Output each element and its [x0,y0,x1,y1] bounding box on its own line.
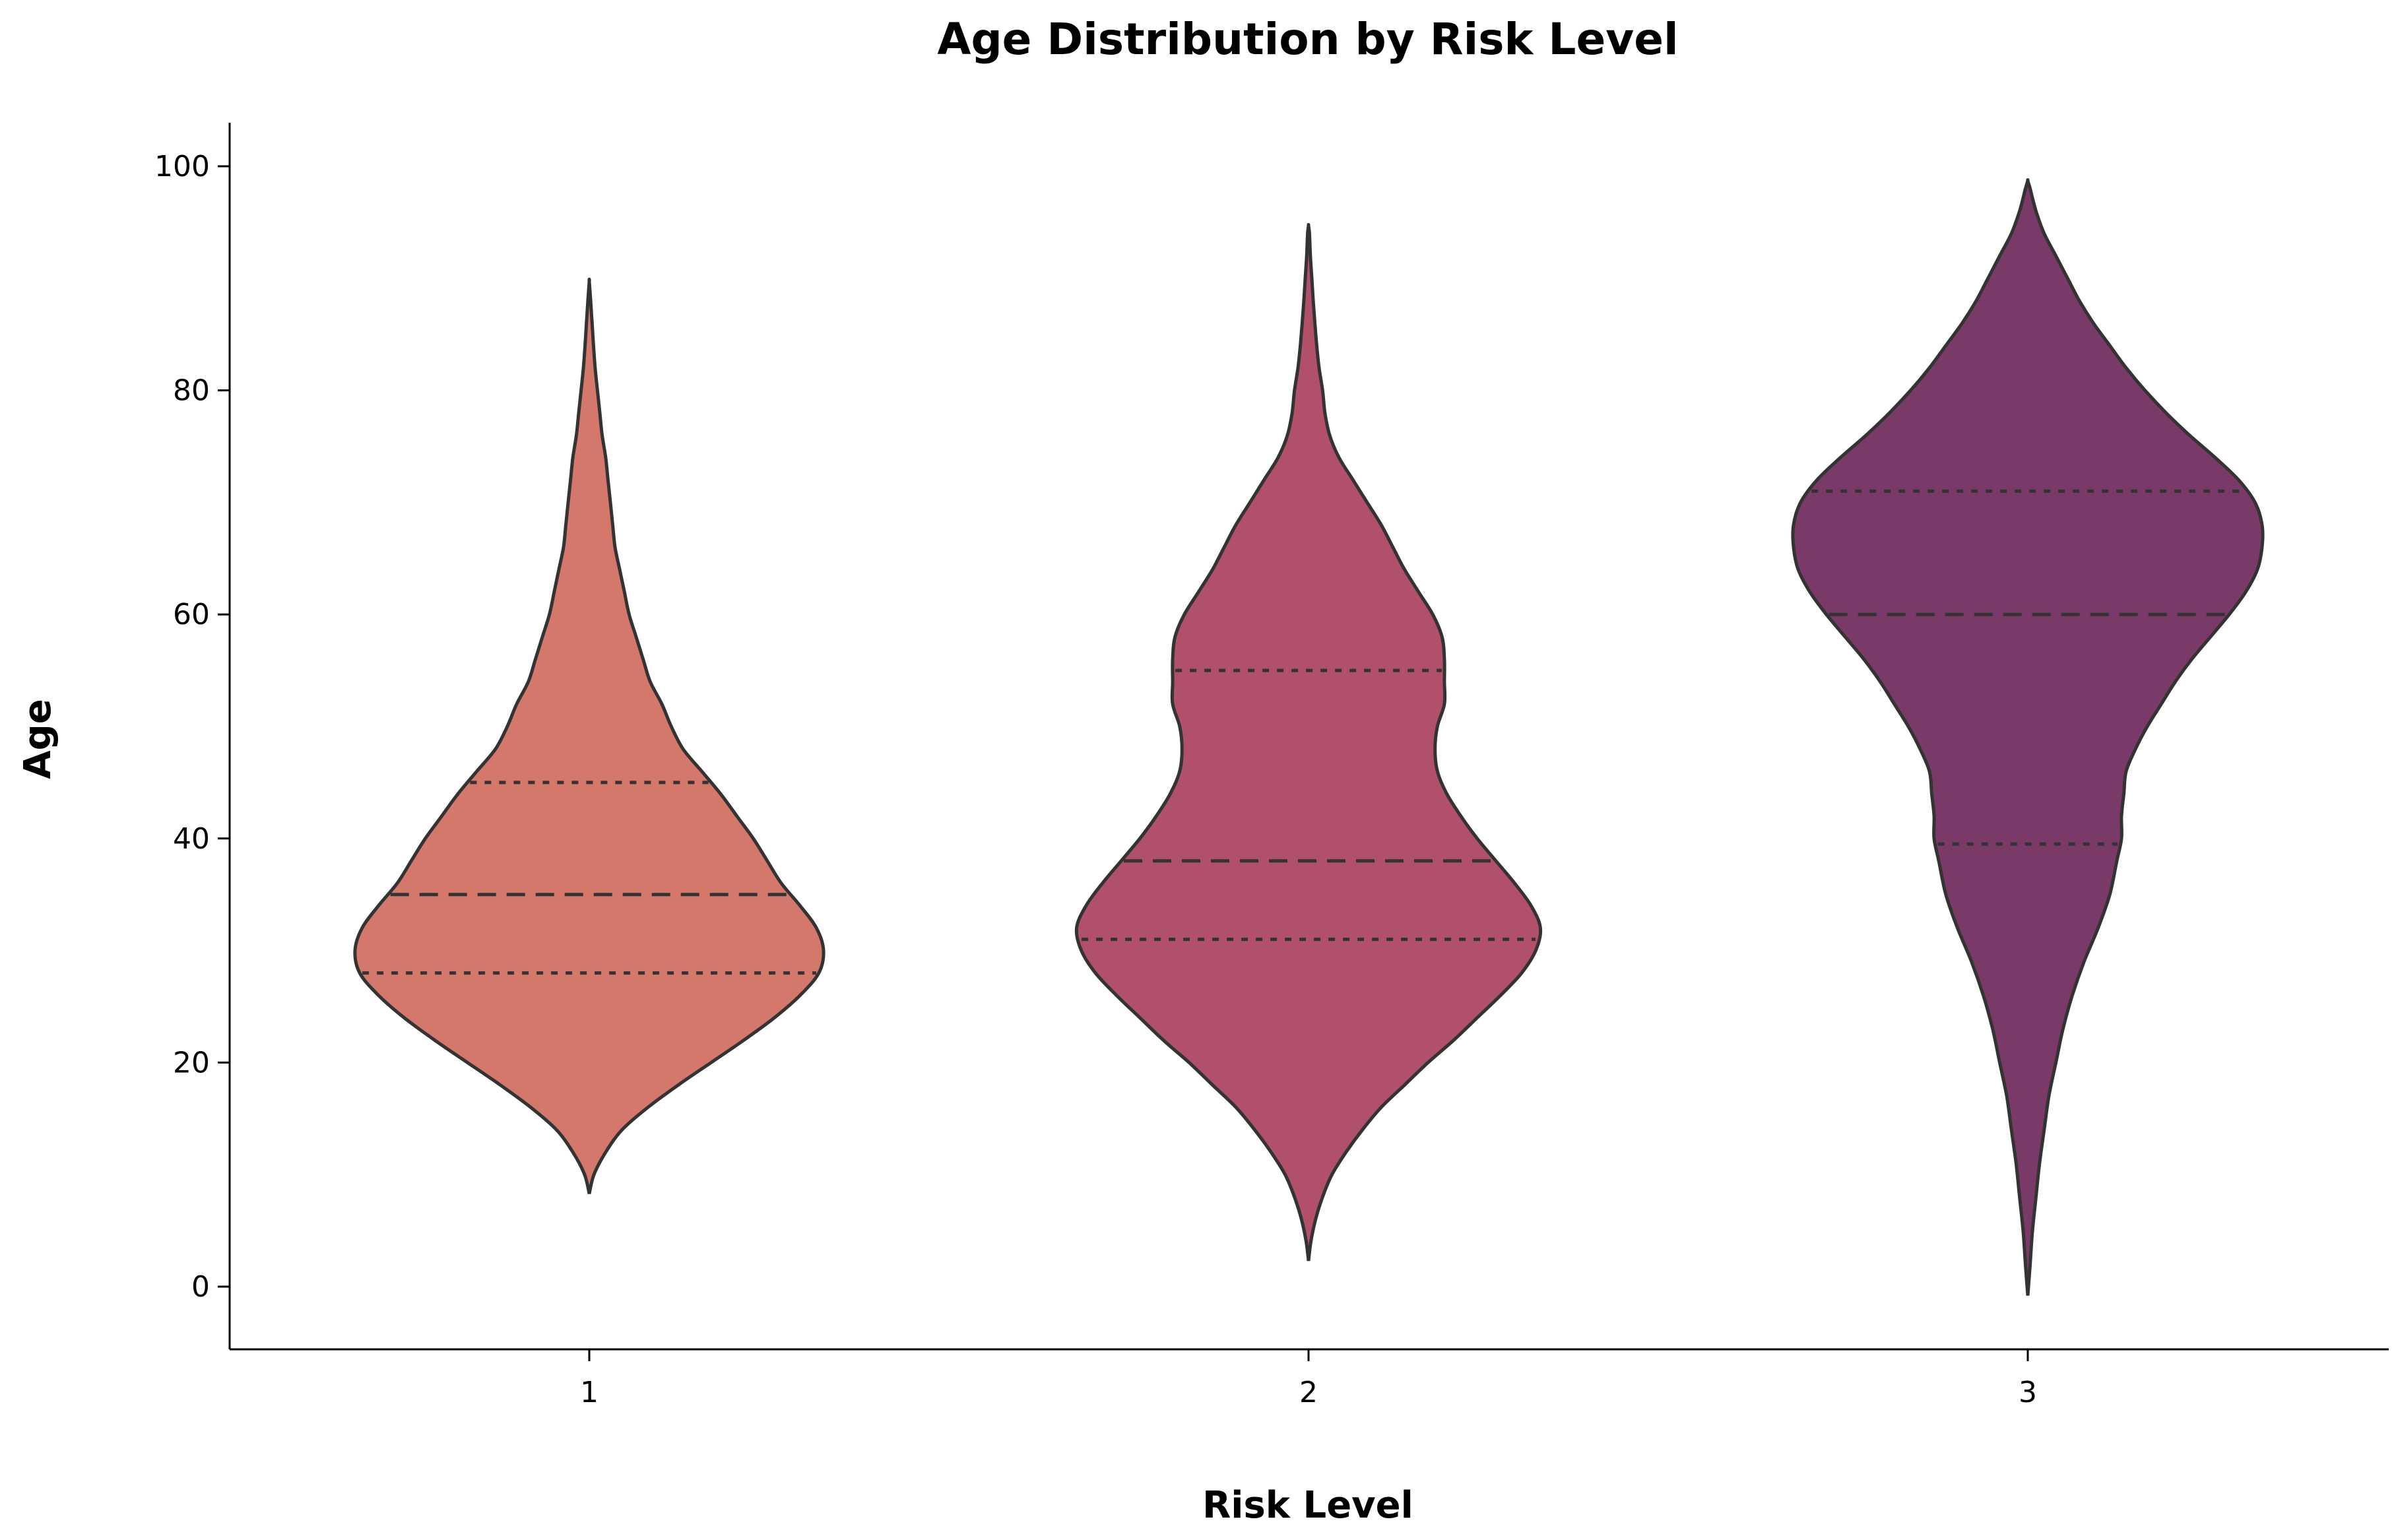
violin-1 [353,277,826,1194]
violin-body-2 [1074,223,1543,1262]
y-tick-label: 20 [173,1046,210,1079]
y-tick-label: 0 [191,1270,210,1304]
x-tick-label: 3 [2019,1376,2037,1409]
x-axis-label: Risk Level [1202,1484,1413,1527]
y-tick-label: 40 [173,822,210,856]
axes: 0 20 40 60 80 100 1 2 3 [154,123,2389,1409]
violin-2 [1074,223,1543,1262]
violin-group [353,178,2265,1296]
y-axis-label: Age [16,699,59,779]
chart-title: Age Distribution by Risk Level [937,14,1678,65]
violin-body-1 [353,277,826,1194]
y-tick-label: 100 [154,150,210,183]
y-tick-label: 60 [173,598,210,631]
violin-3 [1791,178,2265,1296]
x-tick-label: 1 [580,1376,599,1409]
x-tick-label: 2 [1299,1376,1318,1409]
violin-body-3 [1791,178,2265,1296]
y-tick-label: 80 [173,374,210,408]
